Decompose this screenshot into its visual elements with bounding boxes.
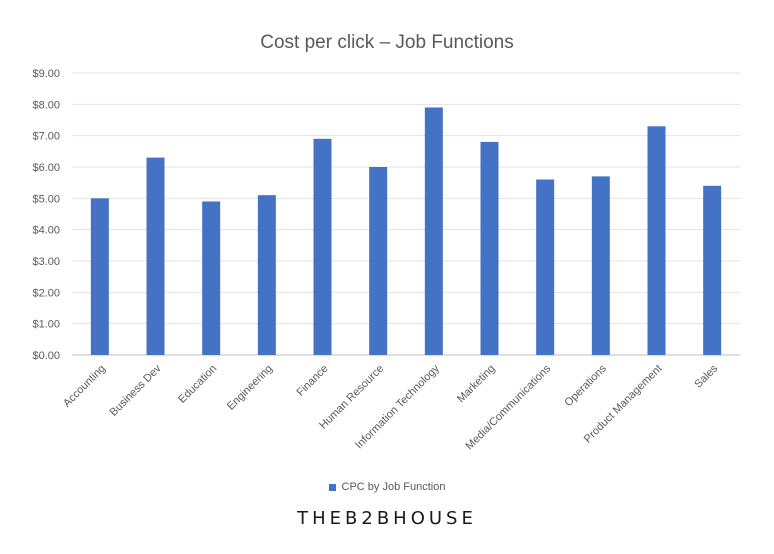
- x-tick-label: Education: [176, 363, 219, 406]
- bar-product-management: [647, 126, 666, 356]
- y-tick-label: $3.00: [32, 256, 60, 268]
- bar-education: [202, 201, 221, 355]
- brand-logo-text: THEB2BHOUSE: [297, 508, 477, 529]
- legend: CPC by Job Function: [0, 481, 774, 493]
- bar-human-resource: [369, 167, 388, 355]
- chart-title: Cost per click – Job Functions: [260, 32, 514, 53]
- legend-label: CPC by Job Function: [341, 481, 446, 493]
- bar-information-technology: [424, 107, 443, 355]
- bar-business-dev: [146, 157, 165, 355]
- x-tick-label: Finance: [294, 363, 330, 399]
- y-tick-label: $5.00: [32, 193, 60, 205]
- y-tick-label: $7.00: [32, 131, 60, 143]
- y-tick-label: $6.00: [32, 162, 60, 174]
- bar-marketing: [480, 141, 499, 355]
- y-tick-label: $2.00: [32, 287, 60, 299]
- x-tick-label: Marketing: [455, 363, 498, 406]
- bar-sales: [703, 185, 722, 355]
- y-tick-label: $8.00: [32, 99, 60, 111]
- x-tick-label: Accounting: [61, 363, 108, 410]
- legend-swatch: [328, 483, 336, 491]
- x-tick-label: Business Dev: [108, 362, 164, 418]
- bar-operations: [591, 176, 610, 355]
- x-tick-label: Engineering: [225, 363, 275, 413]
- y-tick-label: $0.00: [32, 350, 60, 362]
- x-tick-label: Operations: [562, 362, 609, 409]
- y-tick-label: $4.00: [32, 225, 60, 237]
- y-tick-label: $9.00: [32, 68, 60, 80]
- bar-accounting: [90, 198, 109, 355]
- bar-engineering: [257, 195, 276, 355]
- bar-finance: [313, 138, 332, 355]
- y-tick-label: $1.00: [32, 319, 60, 331]
- bar-media-communications: [536, 179, 555, 355]
- x-tick-label: Sales: [692, 362, 720, 390]
